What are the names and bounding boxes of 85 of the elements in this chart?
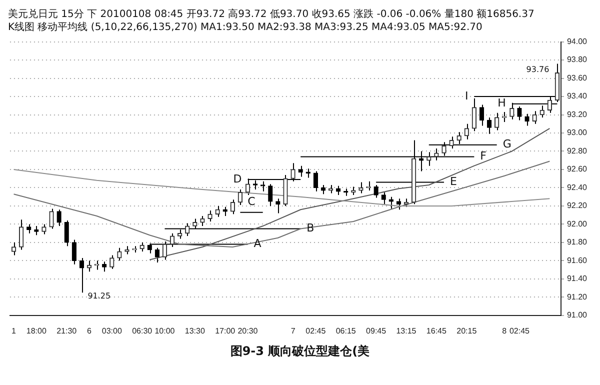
candlestick bbox=[374, 184, 378, 198]
candlestick bbox=[79, 257, 84, 294]
y-tick-label: 94.00 bbox=[566, 37, 588, 46]
y-tick-label: 91.80 bbox=[566, 238, 588, 247]
x-tick-label: 16:45 bbox=[426, 326, 447, 336]
series-label: D bbox=[233, 172, 242, 186]
candlestick bbox=[154, 247, 160, 264]
x-tick-label: 06:15 bbox=[336, 326, 356, 336]
x-tick-label: 21:30 bbox=[56, 326, 78, 336]
x-tick-label: 18:00 bbox=[26, 326, 47, 336]
candlestick bbox=[102, 261, 107, 272]
candlestick bbox=[494, 112, 500, 131]
y-tick-label: 92.40 bbox=[566, 182, 588, 192]
x-tick-label: 6 bbox=[87, 326, 92, 336]
candlestick bbox=[313, 170, 318, 192]
y-tick-label: 92.60 bbox=[566, 164, 588, 174]
chart-title: 美元兑日元 15分 下 20100108 08:45 开93.72 高93.72 低93.70 收93.65 涨跌 -0.06 -0.06% 量180 额16856.37 bbox=[8, 8, 536, 21]
candlestick bbox=[268, 184, 273, 206]
candlestick bbox=[49, 208, 54, 230]
y-tick-label: 93.60 bbox=[566, 73, 588, 82]
candlestick bbox=[486, 116, 492, 134]
candlestick bbox=[238, 189, 243, 206]
candlestick bbox=[117, 247, 122, 262]
candlestick bbox=[64, 220, 69, 247]
x-tick-label: 20:15 bbox=[456, 326, 478, 336]
x-tick-label: 20:30 bbox=[238, 326, 258, 336]
x-tick-label: 13:15 bbox=[396, 326, 417, 336]
candlestick bbox=[215, 205, 220, 218]
annotation: 91.25 bbox=[88, 292, 111, 301]
candlestick bbox=[86, 260, 92, 272]
candlestick bbox=[502, 112, 507, 123]
series-label: F bbox=[480, 150, 487, 163]
candlestick bbox=[72, 239, 76, 265]
x-tick-label: 02:45 bbox=[306, 326, 326, 336]
y-tick-label: 91.00 bbox=[566, 310, 588, 320]
series-label: E bbox=[450, 175, 457, 188]
candlestick bbox=[56, 209, 62, 227]
candlestick bbox=[320, 184, 326, 195]
candlestick bbox=[524, 113, 530, 126]
candlestick bbox=[276, 198, 280, 214]
y-tick-label: 92.80 bbox=[566, 146, 588, 156]
series-label: C bbox=[248, 195, 256, 208]
y-tick-label: 91.40 bbox=[566, 274, 588, 284]
x-tick-label: 09:45 bbox=[366, 326, 387, 336]
candlestick bbox=[381, 192, 386, 205]
x-tick-label: 8 bbox=[502, 326, 508, 336]
y-tick-label: 93.40 bbox=[566, 92, 588, 101]
candlestick bbox=[18, 219, 24, 250]
x-tick-label: 03:00 bbox=[102, 326, 122, 336]
candlestick bbox=[479, 104, 484, 126]
candlestick bbox=[26, 224, 32, 234]
annotation: 93.76 bbox=[526, 64, 550, 74]
candlestick bbox=[230, 199, 235, 215]
candlestick bbox=[222, 206, 228, 216]
candlestick bbox=[532, 110, 537, 124]
candlestick bbox=[388, 196, 394, 210]
y-tick-label: 93.20 bbox=[566, 110, 588, 119]
x-tick-label: 1 bbox=[12, 326, 17, 336]
series-label: I bbox=[464, 89, 468, 102]
y-tick-label: 91.20 bbox=[566, 292, 588, 302]
candlestick bbox=[517, 106, 522, 121]
y-tick-label: 92.00 bbox=[566, 219, 588, 228]
series-label: G bbox=[502, 138, 512, 151]
x-tick-label: 7 bbox=[290, 326, 296, 336]
x-tick-label: 13:30 bbox=[184, 326, 206, 336]
series-label: H bbox=[498, 96, 506, 110]
caption: 图9-3 顺向破位型建仓(美 bbox=[229, 343, 371, 360]
y-tick-label: 91.60 bbox=[566, 256, 588, 265]
y-tick-label: 93.80 bbox=[566, 55, 588, 64]
candlestick bbox=[358, 182, 364, 194]
y-tick-label: 92.20 bbox=[566, 201, 588, 210]
candlestick bbox=[208, 210, 212, 222]
x-tick-label: 10:00 bbox=[154, 326, 176, 336]
y-tick-label: 93.00 bbox=[566, 128, 588, 138]
candlestick bbox=[464, 123, 469, 140]
x-tick-label: 17:00 bbox=[215, 326, 236, 336]
candlestick bbox=[396, 198, 402, 210]
candlestick bbox=[298, 165, 303, 178]
candlestick bbox=[11, 242, 16, 256]
x-tick-label: 02:45 bbox=[509, 326, 530, 336]
chart-subtitle: K线图 移动平均线 (5,10,22,66,135,270) MA1:93.50 MA2:93.38 MA3:93.25 MA4:93.05 MA5:92.70 bbox=[8, 21, 484, 34]
candlestick bbox=[110, 254, 114, 270]
x-tick-label: 06:30 bbox=[132, 326, 153, 336]
candlestick bbox=[200, 215, 205, 227]
candlestick bbox=[42, 224, 46, 235]
